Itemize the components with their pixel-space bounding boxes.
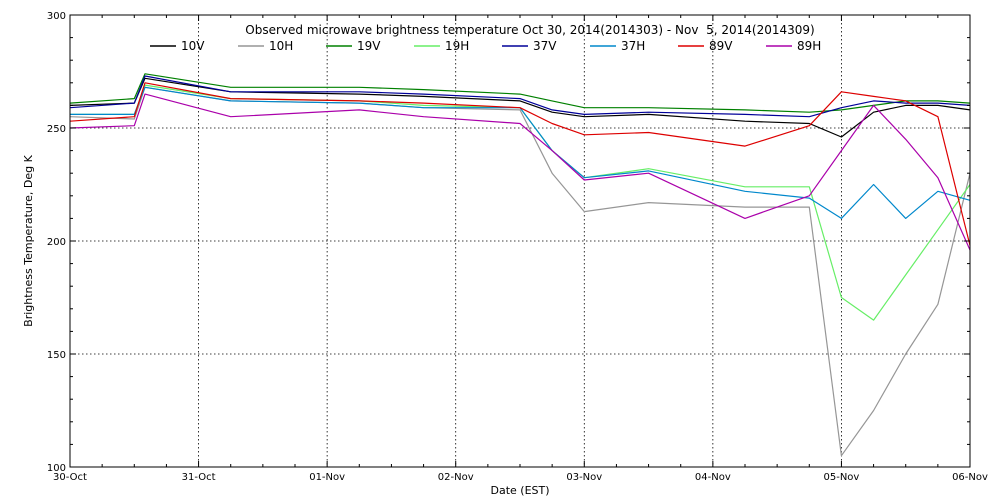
series-line-19v [69,73,971,113]
series-line-10h [69,86,971,457]
legend: 10V 10H 19V 19H 37V 37H 89V 89H [150,39,821,53]
series-lines [69,73,971,457]
legend-label-10v: 10V [181,39,205,53]
x-tick-label: 06-Nov [952,472,988,483]
y-tick-label: 300 [47,11,66,22]
legend-label-89v: 89V [709,39,733,53]
series-line-37v [69,75,971,118]
x-tick-label: 01-Nov [309,472,345,483]
y-tick-label: 100 [47,463,66,474]
x-tick-label: 31-Oct [182,472,216,483]
axis-ticks: 30-Oct 31-Oct 01-Nov 02-Nov 03-Nov 04-Nov 05-N… [47,11,988,483]
legend-label-10h: 10H [269,39,293,53]
y-tick-label: 150 [47,350,66,361]
y-tick-label: 250 [47,124,66,135]
grid-lines [70,15,970,467]
chart-title: Observed microwave brightness temperatur… [245,23,814,37]
y-axis-title: Brightness Temperature, Deg K [22,154,35,326]
legend-label-19v: 19V [357,39,381,53]
series-line-19h [70,84,971,321]
x-tick-label: 03-Nov [566,472,602,483]
x-tick-label: 04-Nov [695,472,731,483]
legend-label-19h: 19H [445,39,469,53]
series-line-89v [69,82,971,246]
series-line-89h [69,93,971,251]
x-tick-label: 05-Nov [823,472,859,483]
x-axis-title: Date (EST) [490,484,549,497]
legend-label-37v: 37V [533,39,557,53]
series-line-10v [69,77,971,138]
x-tick-label: 30-Oct [53,472,87,483]
series-line-37h [70,86,971,219]
legend-label-37h: 37H [621,39,645,53]
legend-label-89h: 89H [797,39,821,53]
y-tick-label: 200 [47,237,66,248]
x-tick-label: 02-Nov [438,472,474,483]
